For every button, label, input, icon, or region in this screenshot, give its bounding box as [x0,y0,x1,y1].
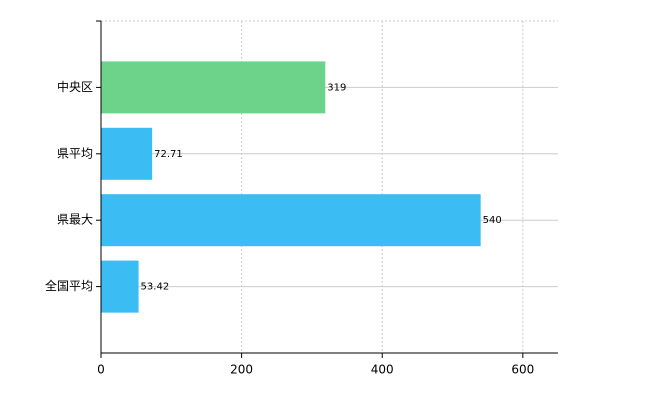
x-tick-label: 200 [230,363,253,377]
data-label: 540 [483,215,502,226]
data-label: 319 [327,82,346,93]
data-label: 72.71 [154,149,183,160]
data-label: 53.42 [141,282,170,293]
x-tick-label: 0 [97,363,105,377]
bar [101,260,139,313]
bar [101,61,326,114]
x-tick-label: 400 [371,363,394,377]
y-tick-label: 県平均 [57,146,93,160]
y-tick-label: 県最大 [57,213,93,227]
y-tick-label: 中央区 [57,79,93,94]
x-tick-label: 600 [511,363,534,377]
y-tick-label: 全国平均 [45,278,93,293]
bar [101,194,481,247]
bar [101,127,153,180]
